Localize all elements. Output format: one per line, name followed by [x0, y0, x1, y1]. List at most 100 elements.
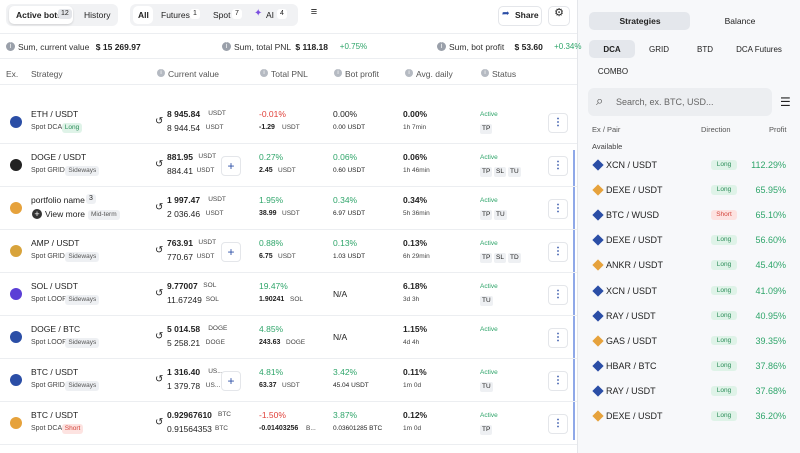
- pair-name[interactable]: GAS / USDT: [606, 335, 658, 346]
- pair-name[interactable]: RAY / USDT: [606, 385, 656, 396]
- flag: TP: [480, 210, 493, 220]
- pair-name[interactable]: XCN / USDT: [606, 285, 658, 296]
- strategy: Spot DCA: [31, 124, 63, 131]
- total-pnl: -0.01%: [259, 109, 286, 119]
- value-icon: ↺: [155, 245, 164, 256]
- filter-icon[interactable]: ☰: [780, 95, 791, 109]
- add-funds-button[interactable]: +: [221, 156, 241, 176]
- pair-name[interactable]: BTC / WUSD: [606, 210, 659, 221]
- view-more[interactable]: View more: [45, 209, 85, 219]
- sidebar-tab[interactable]: Strategies: [619, 16, 661, 26]
- pair-name[interactable]: DEXE / USDT: [606, 411, 663, 421]
- right-panel: [577, 0, 800, 453]
- direction: Long: [711, 310, 737, 321]
- column-header: Current value: [168, 69, 220, 79]
- current-value: 763.91: [167, 238, 193, 248]
- subtab[interactable]: BTD: [697, 45, 713, 54]
- current-value-2: 884.41: [167, 166, 193, 176]
- tab[interactable]: Active bots: [16, 10, 62, 20]
- subtab[interactable]: DCA: [603, 45, 621, 54]
- pair-name[interactable]: XCN / USDT: [606, 160, 658, 170]
- pnl-amount: 243.63: [259, 339, 281, 346]
- avg-daily: 1.15%: [403, 324, 428, 334]
- avg-time: 1m 0d: [403, 425, 422, 432]
- column-header: Ex.: [6, 69, 19, 79]
- settings-filter[interactable]: ≡: [310, 6, 318, 18]
- sidebar-tab[interactable]: Balance: [724, 16, 756, 26]
- strategy-tag: Sideways: [65, 252, 100, 262]
- pair-name[interactable]: DEXE / USDT: [606, 185, 663, 196]
- flag: TU: [480, 382, 493, 392]
- filter[interactable]: Futures: [161, 10, 190, 20]
- total-pnl: 19.47%: [259, 281, 288, 291]
- current-value-2: 11.67249: [167, 295, 202, 305]
- filter-count: 4: [277, 9, 287, 20]
- status: Active: [480, 154, 498, 161]
- summary-label: Sum, total PNL: [234, 42, 292, 52]
- subtab[interactable]: DCA Futures: [736, 45, 782, 54]
- column-header: Total PNL: [271, 69, 308, 79]
- current-value: 0.92967610: [167, 410, 212, 420]
- total-pnl: -1.50%: [259, 410, 286, 420]
- profit: 65.10%: [755, 210, 786, 221]
- pair: DOGE / BTC: [31, 324, 81, 334]
- pair-name[interactable]: DEXE / USDT: [606, 235, 663, 246]
- value-icon: ↺: [155, 331, 164, 342]
- scrollbar: [573, 150, 575, 440]
- add-funds-button[interactable]: +: [221, 242, 241, 262]
- filter[interactable]: AI: [266, 10, 275, 20]
- strategy-tag: Short: [61, 424, 84, 434]
- share-label[interactable]: Share: [515, 10, 539, 20]
- row-menu[interactable]: ⋮: [548, 113, 568, 133]
- avg-daily: 0.06%: [403, 152, 428, 162]
- pair: AMP / USDT: [31, 238, 80, 248]
- row-menu[interactable]: ⋮: [548, 156, 568, 176]
- row-menu[interactable]: ⋮: [548, 414, 568, 434]
- bot-profit: 3.42%: [333, 367, 358, 377]
- search-placeholder[interactable]: Search, ex. BTC, USD...: [616, 97, 714, 107]
- subtab[interactable]: COMBO: [597, 67, 629, 76]
- avg-daily: 6.18%: [403, 281, 428, 291]
- row-menu[interactable]: ⋮: [548, 199, 568, 219]
- pnl-amount: 6.75: [259, 253, 273, 260]
- sidebar-col: Direction: [701, 125, 731, 134]
- profit: 41.09%: [755, 285, 786, 296]
- direction: Long: [711, 360, 737, 371]
- flag: TU: [508, 167, 521, 177]
- current-value-2: 0.91564353: [167, 424, 212, 434]
- settings-button[interactable]: ⚙: [548, 6, 570, 26]
- row-menu[interactable]: ⋮: [548, 371, 568, 391]
- summary-change: +0.75%: [339, 42, 368, 51]
- filter-active-bg: [133, 6, 153, 24]
- value-unit: SOL: [205, 296, 219, 303]
- tab-active-bg: [9, 6, 73, 24]
- pnl-amount: -0.01403256: [259, 425, 299, 432]
- value-unit: USDT: [208, 110, 226, 117]
- coin-icon: [10, 417, 22, 429]
- pair-name[interactable]: HBAR / BTC: [606, 360, 657, 371]
- sidebar-col: Profit: [769, 125, 787, 134]
- search-box[interactable]: [588, 88, 772, 116]
- strategy: Spot GRID: [31, 382, 65, 389]
- bot-profit: N/A: [333, 289, 348, 299]
- pair-name[interactable]: RAY / USDT: [606, 310, 656, 321]
- row-menu[interactable]: ⋮: [548, 285, 568, 305]
- pair-name[interactable]: ANKR / USDT: [606, 260, 664, 271]
- filter[interactable]: All: [138, 10, 149, 20]
- row-menu[interactable]: ⋮: [548, 328, 568, 348]
- filter[interactable]: Spot: [213, 10, 231, 20]
- tab[interactable]: History: [84, 10, 111, 20]
- current-value: 8 945.84: [167, 109, 201, 119]
- coin-icon: [10, 374, 22, 386]
- add-funds-button[interactable]: +: [221, 371, 241, 391]
- row-divider: [0, 358, 577, 359]
- row-menu[interactable]: ⋮: [548, 242, 568, 262]
- ai-icon: ✦: [254, 8, 263, 19]
- pair: BTC / USDT: [31, 367, 79, 377]
- subtab[interactable]: GRID: [649, 45, 669, 54]
- pair: DOGE / USDT: [31, 152, 87, 162]
- flag: TP: [480, 253, 493, 263]
- share-button[interactable]: [498, 6, 542, 26]
- value-unit: USDT: [205, 124, 224, 131]
- flag: TU: [480, 296, 493, 306]
